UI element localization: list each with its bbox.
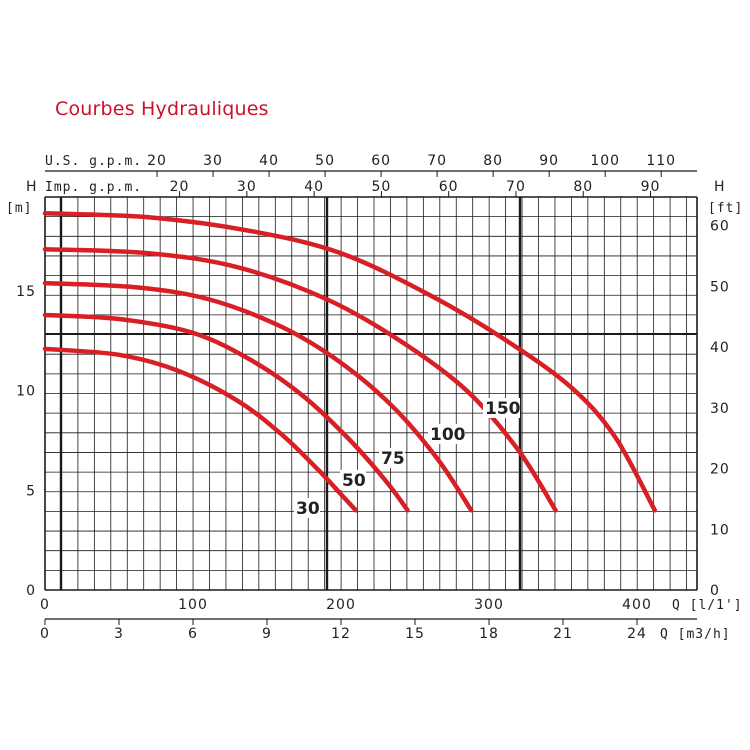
y-right-tick-label: 30 xyxy=(710,401,730,417)
y-right-tick-label: 20 xyxy=(710,462,730,478)
y-left-tick-label: 15 xyxy=(16,284,36,300)
curve-50 xyxy=(42,312,410,513)
imp-gpm-tick-label: 40 xyxy=(304,179,324,195)
y-right-tick-label: 40 xyxy=(710,340,730,356)
y-left-tick-label: 5 xyxy=(26,483,36,499)
x-m3h-tick-label: 12 xyxy=(331,626,351,642)
x-m3h-tick-label: 0 xyxy=(40,626,50,642)
x-m3h-tick-label: 3 xyxy=(114,626,124,642)
x-m3h-tick-label: 9 xyxy=(262,626,272,642)
curve-label-bg-30 xyxy=(294,498,320,518)
us-gpm-tick-label: 40 xyxy=(259,153,279,169)
y-left-tick-label: 0 xyxy=(26,583,36,599)
us-gpm-tick-label: 70 xyxy=(427,153,447,169)
x-m3h-axis-name: Q [m3/h] xyxy=(660,627,731,642)
x-lmin-tick-label: 100 xyxy=(178,597,208,613)
imp-gpm-tick-label: 70 xyxy=(506,179,526,195)
us-gpm-tick-label: 90 xyxy=(539,153,559,169)
us-gpm-tick-label: 60 xyxy=(371,153,391,169)
y-right-tick-label: 0 xyxy=(710,583,720,599)
curve-label-100: 100 xyxy=(430,425,466,445)
y-right-axis-name: H xyxy=(714,179,726,195)
curve-30 xyxy=(42,346,359,513)
us-gpm-axis-name: U.S. g.p.m. xyxy=(45,154,142,169)
x-m3h-tick-label: 21 xyxy=(553,626,573,642)
grid-major xyxy=(44,197,698,591)
curve-label-50: 50 xyxy=(342,471,366,491)
y-right-tick-label: 50 xyxy=(710,279,730,295)
us-gpm-tick-label: 20 xyxy=(147,153,167,169)
curve-100 xyxy=(42,246,558,513)
y-left-tick-label: 10 xyxy=(16,384,36,400)
y-left-unit: [m] xyxy=(6,201,32,216)
curve-labels: 30 50 75 100 150 xyxy=(294,398,521,519)
curve-label-bg-150 xyxy=(483,398,520,418)
curve-75 xyxy=(42,280,474,513)
page-title: Courbes Hydrauliques xyxy=(55,98,269,120)
x-m3h-tick-label: 24 xyxy=(627,626,647,642)
imp-gpm-tick-label: 50 xyxy=(371,179,391,195)
imp-gpm-tick-label: 90 xyxy=(641,179,661,195)
us-gpm-tick-label: 80 xyxy=(483,153,503,169)
y-right-tick-label: 60 xyxy=(710,219,730,235)
curve-label-bg-100 xyxy=(428,424,465,444)
imp-gpm-axis-name: Imp. g.p.m. xyxy=(45,180,142,195)
grid-minor xyxy=(44,196,697,591)
us-gpm-tick-label: 30 xyxy=(203,153,223,169)
x-lmin-axis-name: Q [l/1'] xyxy=(672,598,743,613)
x-lmin-tick-label: 200 xyxy=(326,597,356,613)
right-axis: H [ft] 0 10 20 30 40 50 60 xyxy=(708,179,743,599)
us-gpm-tick-label: 110 xyxy=(646,153,676,169)
curve-label-bg-75 xyxy=(379,448,405,468)
x-m3h-tick-label: 15 xyxy=(405,626,425,642)
left-axis: H [m] 0 5 10 15 xyxy=(6,179,38,599)
curve-label-150: 150 xyxy=(485,399,521,419)
x-lmin-tick-label: 0 xyxy=(40,597,50,613)
top-axes: U.S. g.p.m.Imp. g.p.m.20 30 40 50 60 70 80 90 10… xyxy=(45,153,697,198)
us-gpm-tick-label: 100 xyxy=(590,153,620,169)
y-right-unit: [ft] xyxy=(708,201,743,216)
x-m3h-tick-label: 6 xyxy=(188,626,198,642)
curve-label-75: 75 xyxy=(381,449,405,469)
imp-gpm-tick-label: 60 xyxy=(439,179,459,195)
curve-label-30: 30 xyxy=(296,499,320,519)
y-right-tick-label: 10 xyxy=(710,522,730,538)
imp-gpm-tick-label: 30 xyxy=(237,179,257,195)
x-m3h-tick-label: 18 xyxy=(479,626,499,642)
imp-gpm-tick-label: 80 xyxy=(573,179,593,195)
x-lmin-tick-label: 400 xyxy=(622,597,652,613)
curve-150 xyxy=(42,211,658,513)
y-left-axis-name: H xyxy=(26,179,38,195)
x-lmin-tick-label: 300 xyxy=(474,597,504,613)
curve-label-bg-50 xyxy=(340,470,366,490)
us-gpm-tick-label: 50 xyxy=(315,153,335,169)
imp-gpm-tick-label: 20 xyxy=(170,179,190,195)
bottom-axes: 0 100 200 300 400 Q [l/1'] 0 3 6 9 12 15 18 21 24 Q [m3… xyxy=(40,597,743,642)
curves xyxy=(42,211,658,513)
